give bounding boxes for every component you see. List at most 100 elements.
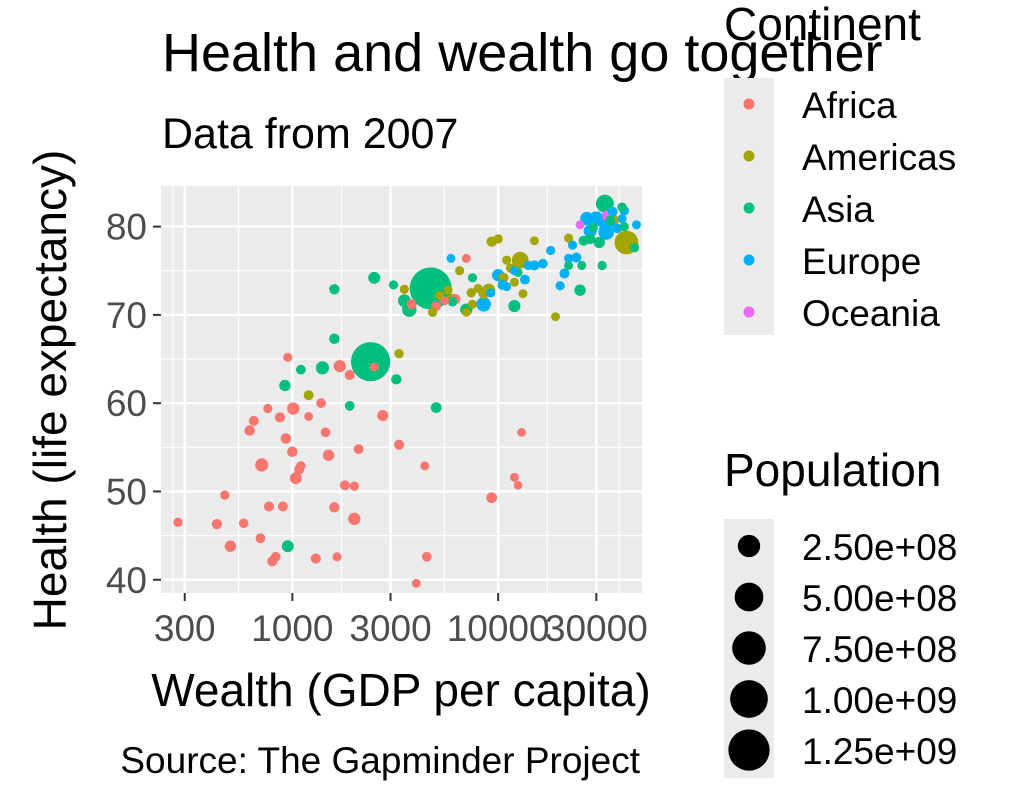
- data-point-africa: [289, 472, 302, 485]
- legend-label-americas: Americas: [802, 137, 956, 178]
- data-points: [173, 194, 641, 588]
- data-point-asia: [617, 202, 627, 212]
- x-tick-label: 10000: [447, 608, 550, 649]
- data-point-asia: [344, 400, 355, 411]
- data-point-asia: [296, 364, 306, 375]
- data-point-europe: [564, 253, 574, 263]
- data-point-africa: [486, 492, 498, 504]
- data-point-asia: [281, 540, 294, 553]
- size-legend: Population 2.50e+08 5.00e+08 7.50e+08 1.00e…: [724, 444, 957, 778]
- data-point-americas: [399, 284, 409, 294]
- data-point-africa: [304, 411, 314, 421]
- data-point-africa: [211, 519, 223, 530]
- data-point-africa: [420, 461, 430, 471]
- data-point-americas: [394, 349, 404, 359]
- data-point-africa: [320, 427, 331, 438]
- data-point-europe: [486, 288, 496, 298]
- data-point-africa: [353, 444, 364, 455]
- data-point-asia: [315, 361, 329, 375]
- y-tick-label: 40: [106, 560, 147, 601]
- data-point-asia: [391, 374, 402, 385]
- data-point-africa: [406, 299, 417, 310]
- legend-key-africa: [743, 98, 755, 110]
- size-legend-title: Population: [724, 444, 941, 496]
- data-point-europe: [598, 224, 615, 240]
- data-point-americas: [529, 236, 539, 246]
- data-point-americas: [443, 285, 453, 295]
- data-point-asia: [564, 260, 574, 270]
- y-axis: 40 50 60 70 80: [106, 207, 161, 601]
- data-point-americas: [564, 233, 574, 243]
- data-point-africa: [440, 296, 450, 306]
- data-point-americas: [303, 390, 314, 401]
- data-point-africa: [461, 253, 471, 263]
- data-point-asia: [588, 222, 598, 233]
- data-point-asia: [605, 215, 615, 226]
- data-point-europe: [555, 281, 565, 291]
- legend-key-americas: [743, 150, 755, 162]
- data-point-oceania: [575, 220, 585, 230]
- data-point-asia: [578, 235, 589, 246]
- data-point-europe: [631, 220, 641, 230]
- data-point-europe: [607, 206, 618, 217]
- data-point-africa: [274, 412, 286, 423]
- size-legend-label: 7.50e+08: [802, 629, 957, 670]
- legend-key-oceania: [743, 306, 755, 318]
- data-point-europe: [538, 258, 548, 269]
- size-legend-label: 5.00e+08: [802, 578, 957, 619]
- data-point-europe: [476, 297, 491, 312]
- data-point-asia: [416, 296, 426, 306]
- data-point-asia: [467, 273, 478, 283]
- size-legend-label: 1.00e+09: [802, 680, 957, 721]
- plot-area: [161, 186, 642, 593]
- data-point-africa: [220, 490, 230, 500]
- color-legend: Continent Africa Americas Asia Europe Oceani…: [724, 0, 956, 335]
- data-point-americas: [427, 307, 438, 317]
- size-legend-label: 1.25e+09: [802, 731, 957, 772]
- data-point-africa: [377, 409, 389, 422]
- size-legend-label: 2.50e+08: [802, 527, 957, 568]
- data-point-europe: [446, 253, 456, 263]
- data-point-africa: [224, 540, 237, 552]
- data-point-americas: [509, 277, 519, 287]
- data-point-africa: [394, 439, 405, 450]
- x-tick-label: 30000: [545, 608, 648, 649]
- y-axis-label: Health (life expectancy): [24, 150, 76, 631]
- data-point-africa: [517, 427, 526, 437]
- data-point-europe: [571, 252, 582, 263]
- y-tick-label: 70: [106, 295, 147, 336]
- data-point-asia: [351, 342, 391, 382]
- color-legend-title: Continent: [724, 0, 921, 50]
- data-point-africa: [348, 512, 361, 525]
- chart-caption: Source: The Gapminder Project: [120, 740, 640, 781]
- data-point-africa: [339, 480, 350, 491]
- data-point-asia: [329, 284, 340, 295]
- data-point-africa: [255, 458, 269, 472]
- data-point-americas: [467, 299, 478, 309]
- data-point-africa: [310, 553, 321, 564]
- data-point-africa: [513, 480, 523, 490]
- legend-key-asia: [743, 202, 755, 214]
- data-point-europe: [523, 260, 533, 271]
- data-point-africa: [277, 501, 288, 512]
- data-point-africa: [344, 369, 355, 380]
- data-point-africa: [509, 472, 519, 482]
- data-point-asia: [577, 260, 587, 270]
- data-point-africa: [248, 415, 259, 426]
- data-point-africa: [369, 362, 379, 372]
- data-point-asia: [447, 296, 458, 307]
- data-point-americas: [455, 266, 465, 276]
- data-point-asia: [429, 273, 439, 283]
- data-point-europe: [568, 240, 578, 250]
- data-point-americas: [551, 312, 560, 322]
- data-point-africa: [255, 533, 266, 544]
- y-tick-label: 60: [106, 383, 147, 424]
- data-point-africa: [283, 352, 293, 362]
- size-legend-key: [728, 729, 770, 771]
- data-point-africa: [322, 449, 335, 461]
- data-point-asia: [574, 284, 586, 296]
- data-point-africa: [287, 446, 298, 457]
- data-point-africa: [411, 578, 421, 588]
- x-axis-label: Wealth (GDP per capita): [151, 664, 650, 716]
